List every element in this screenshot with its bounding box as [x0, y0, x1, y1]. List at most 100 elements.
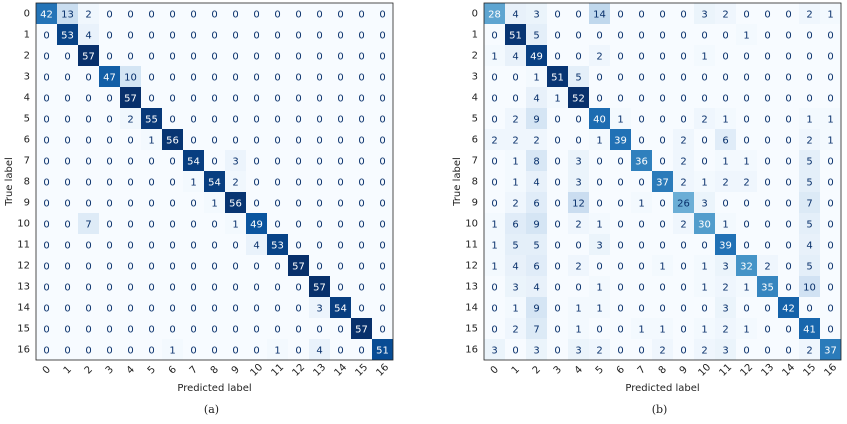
- cell-value: 0: [169, 94, 175, 105]
- cell: [631, 276, 652, 297]
- cell: [36, 150, 57, 171]
- cell-value: 2: [512, 115, 518, 126]
- cell-value: 1: [491, 52, 497, 63]
- cell-value: 0: [64, 157, 70, 168]
- cell-value: 2: [806, 346, 812, 357]
- cell-value: 0: [169, 52, 175, 63]
- cell-value: 0: [743, 199, 749, 210]
- cell: [288, 24, 309, 45]
- cell-value: 0: [64, 136, 70, 147]
- cell-value: 0: [722, 31, 728, 42]
- cell: [141, 255, 162, 276]
- cell-value: 0: [43, 136, 49, 147]
- cell-value: 1: [596, 220, 602, 231]
- cell-value: 0: [43, 31, 49, 42]
- cell: [225, 87, 246, 108]
- cell-value: 0: [680, 283, 686, 294]
- cell-value: 3: [575, 346, 581, 357]
- cell-value: 0: [379, 136, 385, 147]
- cell: [631, 87, 652, 108]
- cell: [820, 339, 841, 360]
- cell: [162, 255, 183, 276]
- cell: [694, 339, 715, 360]
- cell-value: 0: [190, 52, 196, 63]
- cell: [330, 234, 351, 255]
- cell: [36, 297, 57, 318]
- cell: [57, 192, 78, 213]
- cell: [589, 108, 610, 129]
- cell: [694, 213, 715, 234]
- cell-value: 0: [316, 94, 322, 105]
- x-tick-label: 0: [41, 364, 53, 376]
- x-tick-label: 15: [801, 362, 818, 379]
- cell: [736, 87, 757, 108]
- cell-value: 1: [722, 157, 728, 168]
- cell: [288, 318, 309, 339]
- cell: [36, 255, 57, 276]
- cell: [820, 45, 841, 66]
- cell: [484, 87, 505, 108]
- cell: [631, 255, 652, 276]
- cell-value: 0: [274, 304, 280, 315]
- cell-value: 0: [785, 136, 791, 147]
- cell: [78, 45, 99, 66]
- cell-value: 0: [64, 115, 70, 126]
- cell-value: 0: [148, 178, 154, 189]
- cell-value: 0: [701, 73, 707, 84]
- cell: [120, 66, 141, 87]
- cell-value: 0: [512, 73, 518, 84]
- cell: [715, 150, 736, 171]
- y-tick-label: 5: [472, 114, 478, 125]
- x-axis-label: Predicted label: [177, 383, 251, 394]
- cell-value: 0: [295, 10, 301, 21]
- cell: [120, 129, 141, 150]
- cell-value: 39: [614, 136, 627, 147]
- cell-value: 37: [656, 178, 669, 189]
- cell: [757, 87, 778, 108]
- cell: [162, 276, 183, 297]
- cell-value: 0: [106, 10, 112, 21]
- cell-value: 1: [743, 31, 749, 42]
- cell: [204, 108, 225, 129]
- cell: [246, 45, 267, 66]
- cell-value: 0: [827, 262, 833, 273]
- cell: [267, 255, 288, 276]
- cell: [204, 255, 225, 276]
- cell-value: 0: [127, 199, 133, 210]
- cell-value: 0: [253, 73, 259, 84]
- cell: [372, 297, 393, 318]
- cell-value: 0: [148, 283, 154, 294]
- cell: [694, 255, 715, 276]
- cell-value: 0: [169, 31, 175, 42]
- cell-value: 1: [701, 52, 707, 63]
- cell-value: 1: [491, 241, 497, 252]
- cell-value: 0: [743, 10, 749, 21]
- cell: [330, 213, 351, 234]
- x-tick-label: 15: [353, 362, 370, 379]
- cell: [183, 150, 204, 171]
- cell-value: 0: [617, 283, 623, 294]
- cell-value: 0: [43, 52, 49, 63]
- cell-value: 56: [229, 199, 242, 210]
- cell-value: 0: [295, 115, 301, 126]
- cell: [120, 3, 141, 24]
- cell-value: 0: [680, 52, 686, 63]
- cell-value: 5: [512, 241, 518, 252]
- cell: [652, 87, 673, 108]
- cell: [631, 45, 652, 66]
- cell: [757, 234, 778, 255]
- cell: [309, 66, 330, 87]
- cell: [78, 255, 99, 276]
- cell-value: 0: [764, 241, 770, 252]
- y-tick-label: 10: [17, 219, 30, 230]
- cell-value: 0: [211, 157, 217, 168]
- cell: [78, 318, 99, 339]
- cell-value: 0: [316, 73, 322, 84]
- cell-value: 0: [253, 115, 259, 126]
- cell: [505, 339, 526, 360]
- cell: [99, 255, 120, 276]
- cell: [820, 150, 841, 171]
- cell: [204, 66, 225, 87]
- cell: [673, 255, 694, 276]
- cell-value: 3: [491, 346, 497, 357]
